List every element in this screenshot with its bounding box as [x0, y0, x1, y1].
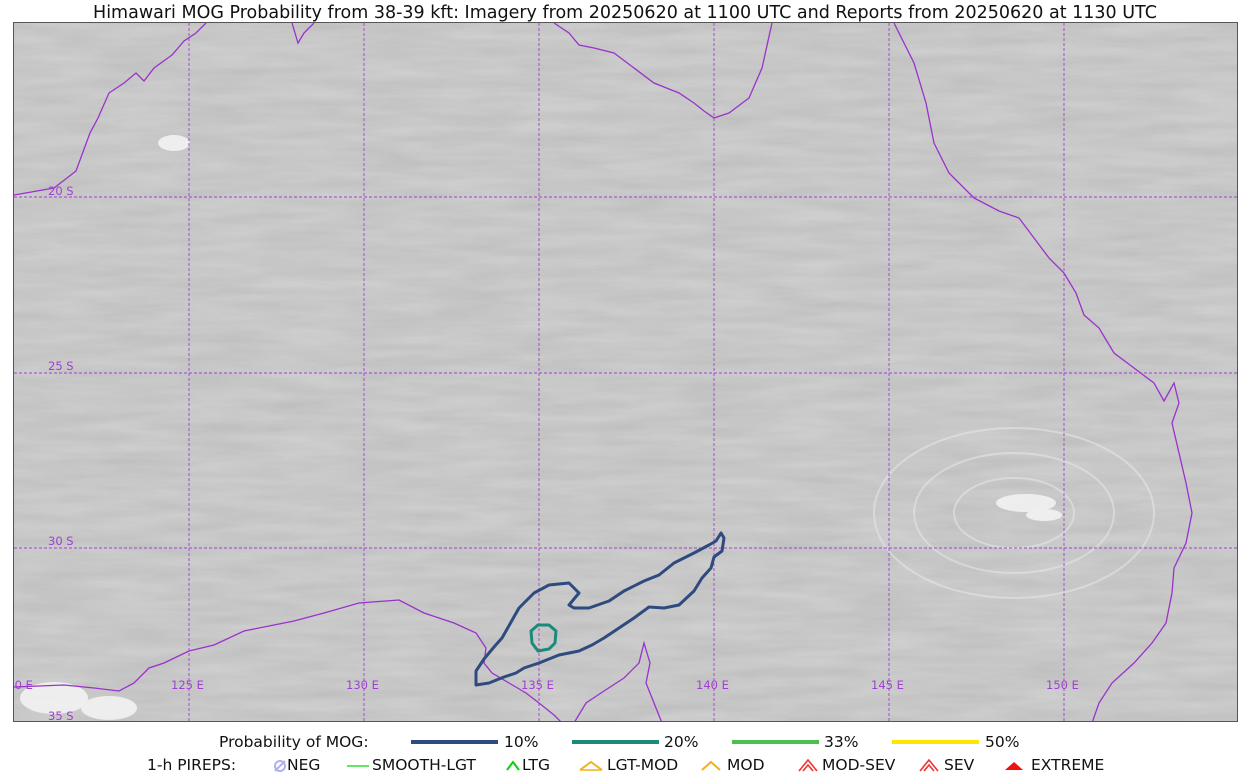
lon-label-125e: 125 E [171, 678, 204, 692]
chart-title: Himawari MOG Probability from 38-39 kft:… [93, 3, 1157, 23]
pirep-mod-sev-label: MOD-SEV [822, 756, 896, 774]
pirep-lgt-mod-label: LGT-MOD [607, 756, 679, 774]
lat-label-25s: 25 S [48, 359, 74, 373]
legend-50-percent: 50% [985, 733, 1020, 751]
mod-icon [701, 760, 721, 771]
pirep-ltg-label: LTG [522, 756, 550, 774]
map-svg: 20 S 25 S 30 S 35 S 120 E 125 E 130 E 13… [14, 23, 1237, 722]
pirep-sev-label: SEV [944, 756, 975, 774]
probability-legend: Probability of MOG: 10% 20% 33% 50% [0, 733, 1250, 753]
graticule [14, 23, 1237, 721]
lat-label-20s: 20 S [48, 184, 74, 198]
swatch-33-percent [732, 740, 819, 744]
legend-20-percent: 20% [664, 733, 699, 751]
lat-label-35s: 35 S [48, 709, 74, 722]
cloud-swirl [873, 427, 1155, 599]
grain-texture [14, 23, 1237, 721]
legend-10-percent: 10% [504, 733, 539, 751]
mod-sev-icon [798, 758, 818, 772]
pirep-extreme-label: EXTREME [1031, 756, 1105, 774]
pirep-mod-label: MOD [727, 756, 765, 774]
coastline [14, 23, 1193, 721]
legend-33-percent: 33% [824, 733, 859, 751]
smooth-lgt-icon [347, 765, 369, 767]
pirep-legend-label: 1-h PIREPS: [147, 756, 237, 774]
pirep-neg-label: NEG [287, 756, 321, 774]
pirep-legend: 1-h PIREPS: NEG SMOOTH-LGT LTG LGT-MOD M… [0, 756, 1250, 776]
probability-legend-label: Probability of MOG: [219, 733, 369, 751]
lon-label-135e: 135 E [521, 678, 554, 692]
lon-label-145e: 145 E [871, 678, 904, 692]
neg-icon [274, 760, 286, 772]
lon-label-120e: 120 E [14, 678, 33, 692]
lon-label-150e: 150 E [1046, 678, 1079, 692]
lon-label-140e: 140 E [696, 678, 729, 692]
extreme-icon [1005, 762, 1023, 770]
pirep-smooth-lgt-label: SMOOTH-LGT [372, 756, 476, 774]
contour-20-percent [529, 623, 558, 653]
swatch-10-percent [411, 740, 498, 744]
satellite-map: 20 S 25 S 30 S 35 S 120 E 125 E 130 E 13… [13, 22, 1238, 722]
lgt-mod-icon [579, 760, 603, 771]
contour-10-percent [474, 531, 726, 687]
swatch-50-percent [892, 740, 979, 744]
sev-icon [919, 758, 939, 772]
ltg-icon [506, 760, 520, 771]
lon-label-130e: 130 E [346, 678, 379, 692]
lat-label-30s: 30 S [48, 534, 74, 548]
swatch-20-percent [572, 740, 659, 744]
bright-cloud-patch [20, 135, 1062, 720]
